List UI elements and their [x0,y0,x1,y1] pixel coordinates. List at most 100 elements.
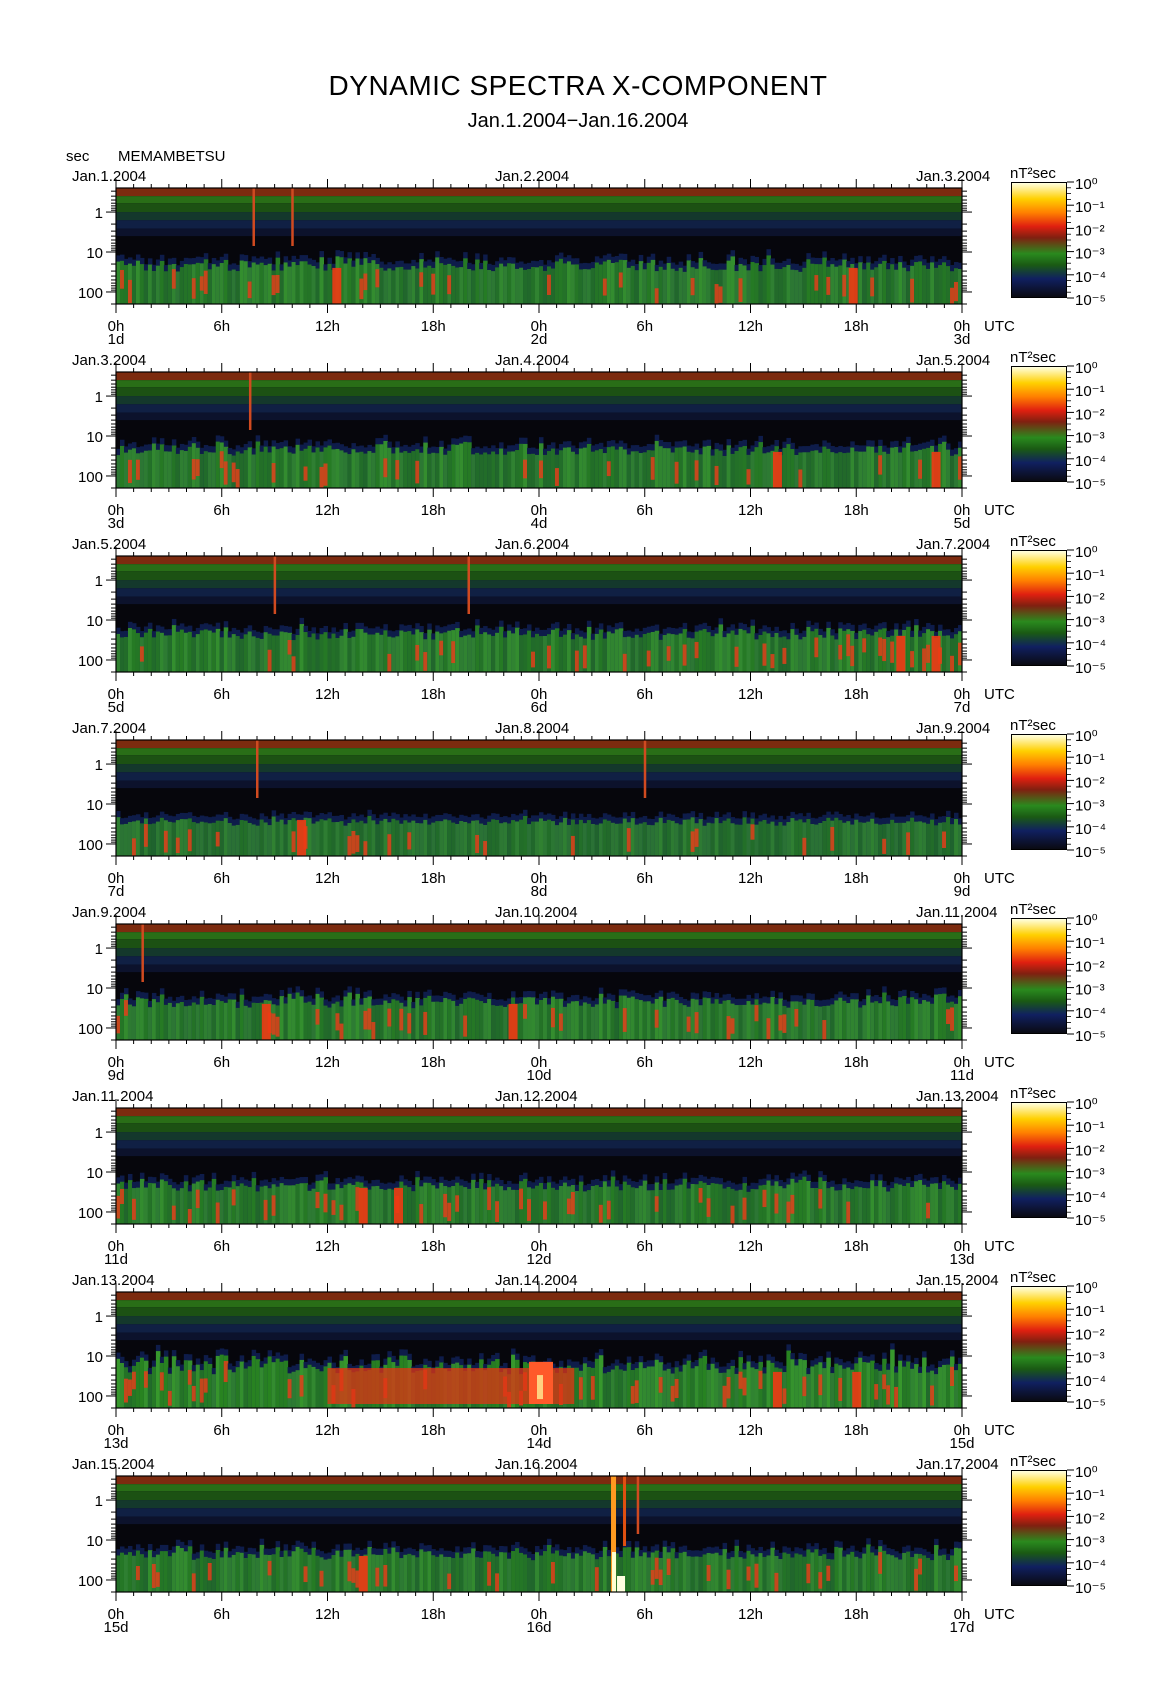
x-tick-label: 12h [315,686,340,703]
x-tick-label: 6h [636,502,653,519]
colorbar-unit: nT²sec [1010,717,1056,734]
day-label: 7d [954,699,971,716]
day-label: 6d [531,699,548,716]
x-tick-label: 6h [213,502,230,519]
x-unit-label: UTC [984,318,1015,335]
y-tick-label: 1 [95,941,103,958]
x-tick-label: 0h [531,1606,548,1623]
x-tick-label: 18h [421,1422,446,1439]
colorbar-tick-label: 10⁻⁵ [1075,844,1106,861]
colorbar [1011,182,1067,298]
x-tick-label: 0h [954,1238,971,1255]
x-tick-label: 0h [954,318,971,335]
x-tick-label: 0h [108,870,125,887]
x-tick-label: 0h [108,502,125,519]
x-tick-label: 0h [954,870,971,887]
x-tick-label: 12h [315,502,340,519]
x-tick-label: 0h [108,1422,125,1439]
spectrogram: 1 10 100 0h 6h 12h 18h 0h 6h 12h 18h 0h UTC 15d 16d 17d [78,1467,1015,1636]
x-unit-label: UTC [984,1238,1015,1255]
spectra-panel: Jan.11.2004 Jan.12.2004 Jan.13.2004 1 10 100 0… [0,1085,1156,1272]
day-label: 15d [949,1435,974,1452]
colorbar-tick-label: 10⁻² [1075,774,1105,791]
x-tick-label: 12h [315,318,340,335]
panel-start-date: Jan.9.2004 [72,904,147,921]
colorbar-unit: nT²sec [1010,533,1056,550]
colorbar-tick-label: 10⁻² [1075,222,1105,239]
y-tick-label: 1 [95,205,103,222]
day-label: 16d [526,1619,551,1636]
panel-mid-date: Jan.12.2004 [495,1088,578,1105]
day-label: 7d [108,883,125,900]
spectra-panel: Jan.13.2004 Jan.14.2004 Jan.15.2004 1 10 100 0… [0,1269,1156,1456]
panel-mid-date: Jan.14.2004 [495,1272,578,1289]
colorbar-tick-label: 10⁻⁵ [1075,1580,1106,1597]
panel-start-date: Jan.7.2004 [72,720,147,737]
colorbar-tick-label: 10⁻⁵ [1075,476,1106,493]
colorbar-axis: 10⁰ 10⁻¹ 10⁻² 10⁻³ 10⁻⁴ 10⁻⁵ [1067,360,1106,493]
y-tick-label: 100 [78,653,103,670]
x-tick-label: 0h [531,1054,548,1071]
x-tick-label: 18h [844,1422,869,1439]
y-tick-label: 10 [86,613,103,630]
day-label: 3d [108,515,125,532]
x-tick-label: 0h [108,318,125,335]
colorbar-tick-label: 10⁻² [1075,1142,1105,1159]
x-tick-label: 6h [636,1422,653,1439]
panel-end-date: Jan.17.2004 [916,1456,999,1473]
spectra-panel: Jan.1.2004 Jan.2.2004 Jan.3.2004 1 10 100 0h 6h… [0,165,1156,352]
colorbar [1011,550,1067,666]
colorbar-tick-label: 10⁰ [1075,176,1098,193]
y-tick-label: 10 [86,981,103,998]
x-tick-label: 0h [108,1606,125,1623]
colorbar-tick-label: 10⁻³ [1075,982,1105,999]
colorbar-tick-label: 10⁰ [1075,728,1098,745]
day-label: 13d [949,1251,974,1268]
x-tick-label: 0h [954,1422,971,1439]
x-tick-label: 6h [636,1606,653,1623]
panel-end-date: Jan.15.2004 [916,1272,999,1289]
colorbar-tick-label: 10⁻³ [1075,246,1105,263]
day-label: 12d [526,1251,551,1268]
y-tick-label: 1 [95,573,103,590]
colorbar [1011,918,1067,1034]
x-tick-label: 12h [738,1054,763,1071]
colorbar [1011,366,1067,482]
colorbar-axis: 10⁰ 10⁻¹ 10⁻² 10⁻³ 10⁻⁴ 10⁻⁵ [1067,728,1106,861]
colorbar-tick-label: 10⁻⁵ [1075,292,1106,309]
panel-end-date: Jan.9.2004 [916,720,991,737]
colorbar-axis: 10⁰ 10⁻¹ 10⁻² 10⁻³ 10⁻⁴ 10⁻⁵ [1067,176,1106,309]
day-label: 11d [950,1067,974,1084]
x-tick-label: 0h [954,1606,971,1623]
panel-start-date: Jan.5.2004 [72,536,147,553]
spectra-panel: Jan.15.2004 Jan.16.2004 Jan.17.2004 1 10 100 0… [0,1453,1156,1640]
colorbar [1011,1470,1067,1586]
spectrogram: 1 10 100 0h 6h 12h 18h 0h 6h 12h 18h 0h UTC 5d 6d 7d [78,547,1015,716]
x-tick-label: 18h [844,1606,869,1623]
y-tick-label: 100 [78,1573,103,1590]
x-unit-label: UTC [984,502,1015,519]
colorbar-tick-label: 10⁻² [1075,1326,1105,1343]
colorbar-tick-label: 10⁻¹ [1075,1119,1105,1136]
colorbar-tick-label: 10⁻² [1075,1510,1105,1527]
x-tick-label: 12h [738,1606,763,1623]
x-tick-label: 12h [315,1606,340,1623]
y-tick-label: 1 [95,1309,103,1326]
day-label: 2d [531,331,548,348]
panel-start-date: Jan.3.2004 [72,352,147,369]
panel-end-date: Jan.3.2004 [916,168,991,185]
colorbar-tick-label: 10⁻¹ [1075,751,1105,768]
colorbar-tick-label: 10⁻³ [1075,1350,1105,1367]
colorbar-tick-label: 10⁻⁴ [1075,1373,1106,1390]
panel-start-date: Jan.13.2004 [72,1272,155,1289]
x-tick-label: 0h [531,1422,548,1439]
spectrogram: 1 10 100 0h 6h 12h 18h 0h 6h 12h 18h 0h UTC 7d 8d 9d [78,731,1015,900]
x-tick-label: 6h [636,870,653,887]
y-tick-label: 100 [78,1021,103,1038]
x-tick-label: 0h [531,502,548,519]
colorbar-unit: nT²sec [1010,1085,1056,1102]
y-unit-label: sec [66,148,90,165]
x-tick-label: 18h [844,686,869,703]
colorbar-tick-label: 10⁻⁵ [1075,1396,1106,1413]
